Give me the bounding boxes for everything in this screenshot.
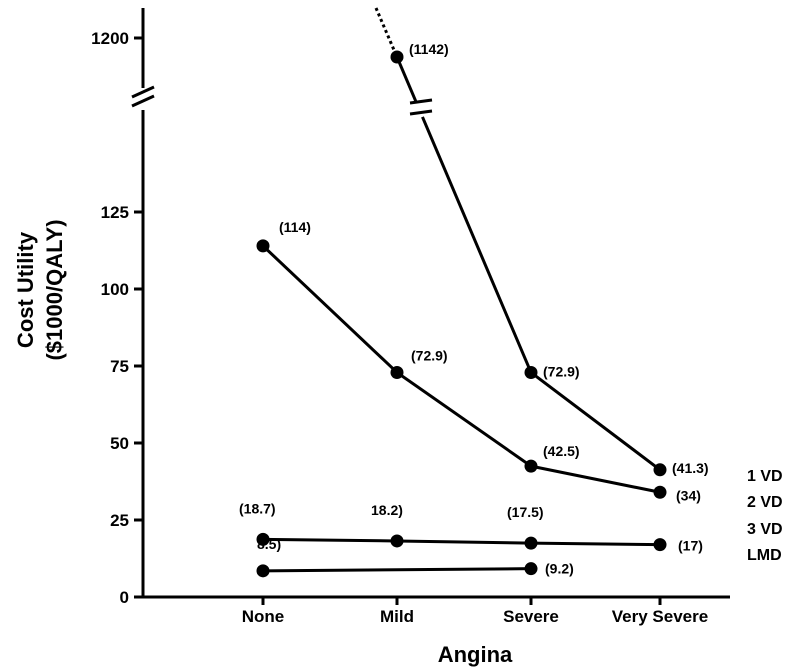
series-break-mark	[409, 98, 433, 105]
series-line-2-vd	[530, 464, 661, 494]
y-axis-break-mark	[131, 94, 155, 108]
y-tick-label: 125	[101, 203, 129, 222]
y-axis-break-mark	[131, 85, 155, 99]
series-line-1-vd	[421, 116, 533, 374]
series-line-2-vd	[261, 244, 399, 374]
data-point-lmd	[256, 564, 270, 578]
data-point-1-vd	[653, 463, 667, 477]
data-point-3-vd	[524, 536, 538, 550]
labels-layer: (1142) (72.9) (41.3) 1 VD (114) (72.9) (42.5) (…	[239, 41, 783, 577]
y-axis-title-line-2: ($1000/QALY)	[42, 219, 67, 360]
data-label: (72.9)	[411, 347, 448, 363]
series-line-3-vd	[396, 539, 532, 545]
series-layer	[256, 7, 667, 578]
data-label: (18.7)	[239, 500, 276, 516]
x-category-label: None	[242, 607, 285, 626]
y-tick-label: 1200	[91, 29, 129, 48]
legend-label-2-vd: 2 VD	[747, 494, 783, 511]
data-label: (114)	[279, 219, 311, 235]
legend-label-lmd: LMD	[747, 547, 782, 564]
y-tick-label: 100	[101, 280, 129, 299]
y-tick-label: 25	[110, 511, 129, 530]
data-point-2-vd	[653, 485, 667, 499]
y-tick-label: 50	[110, 434, 129, 453]
data-point-3-vd	[256, 532, 270, 546]
x-category-label: Very Severe	[612, 607, 708, 626]
data-label: 8.5)	[257, 536, 281, 552]
x-category-label: Severe	[503, 607, 559, 626]
series-break-mark	[409, 109, 433, 116]
data-label: (72.9)	[543, 363, 580, 379]
series-line-lmd	[262, 567, 532, 573]
data-label: (17)	[678, 538, 703, 554]
data-label: (42.5)	[543, 443, 580, 459]
data-label: (1142)	[409, 41, 449, 57]
data-label: (17.5)	[507, 504, 544, 520]
data-label: (9.2)	[545, 561, 574, 577]
data-label: (41.3)	[672, 460, 709, 476]
series-line-3-vd	[530, 541, 661, 547]
x-axis-title: Angina	[438, 642, 513, 667]
y-axis-title-line-1: Cost Utility	[13, 231, 38, 348]
axes: 0 25 50 75 100 125 1200 None Mild Severe Very Seve…	[91, 8, 730, 626]
x-category-label: Mild	[380, 607, 414, 626]
data-point-1-vd	[390, 50, 404, 64]
data-point-3-vd	[653, 538, 667, 552]
legend-label-1-vd: 1 VD	[747, 468, 783, 485]
series-line-3-vd	[262, 537, 398, 543]
data-point-3-vd	[390, 534, 404, 548]
y-tick-label: 75	[110, 357, 129, 376]
data-point-2-vd	[524, 459, 538, 473]
data-point-2-vd	[390, 365, 404, 379]
legend-label-3-vd: 3 VD	[747, 521, 783, 538]
data-point-2-vd	[256, 239, 270, 253]
data-point-lmd	[524, 562, 538, 576]
y-tick-label: 0	[120, 588, 129, 607]
series-line-1-vd	[530, 371, 661, 471]
series-line-1-vd	[395, 56, 418, 102]
data-point-1-vd	[524, 365, 538, 379]
data-label: (34)	[676, 487, 701, 503]
series-line-2-vd	[396, 371, 532, 468]
series-continuation-1-vd	[374, 7, 399, 58]
data-label: 18.2)	[371, 502, 403, 518]
